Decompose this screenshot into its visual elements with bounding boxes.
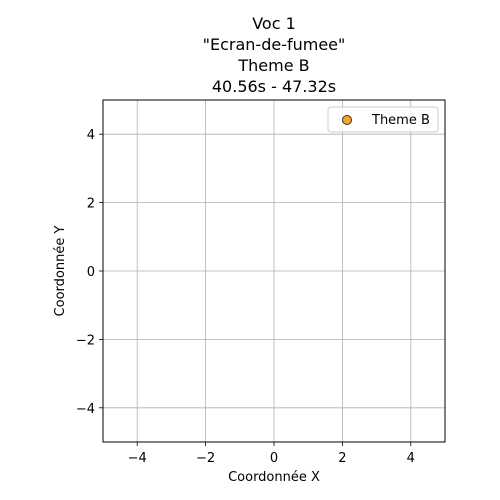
x-tick-label-2: 0 <box>270 451 278 466</box>
x-tick-label-1: −2 <box>196 451 215 466</box>
y-axis-ticks: −4 −2 0 2 4 <box>76 128 103 417</box>
legend: Theme B <box>327 106 439 133</box>
grid-lines <box>103 100 445 442</box>
title-line-4: 40.56s - 47.32s <box>212 77 336 96</box>
y-tick-label-3: 2 <box>87 197 95 212</box>
y-tick-label-0: −4 <box>76 402 95 417</box>
x-tick-label-4: 4 <box>407 451 415 466</box>
title-line-2: "Ecran-de-fumee" <box>203 35 346 54</box>
chart-title: Voc 1 "Ecran-de-fumee" Theme B 40.56s - 47.… <box>203 14 346 96</box>
x-axis-label: Coordonnée X <box>228 470 320 485</box>
legend-marker-0 <box>342 115 352 125</box>
y-tick-label-1: −2 <box>76 333 95 348</box>
y-tick-label-4: 4 <box>87 128 95 143</box>
x-tick-label-3: 2 <box>338 451 346 466</box>
legend-box <box>327 106 439 133</box>
y-axis-label: Coordonnée Y <box>53 226 68 317</box>
title-line-3: Theme B <box>237 56 309 75</box>
y-tick-label-2: 0 <box>87 265 95 280</box>
title-line-1: Voc 1 <box>252 14 296 33</box>
x-axis-ticks: −4 −2 0 2 4 <box>128 442 415 466</box>
legend-label-0: Theme B <box>371 113 430 128</box>
x-tick-label-0: −4 <box>128 451 147 466</box>
